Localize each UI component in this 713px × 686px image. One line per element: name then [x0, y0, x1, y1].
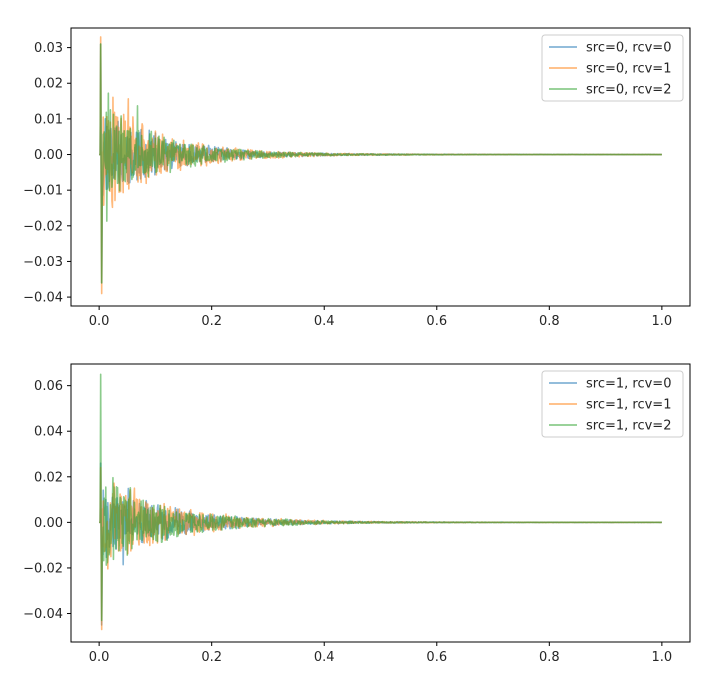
bottom-y-tick-label: 0.06: [34, 379, 63, 394]
top-axes-frame: [70, 27, 691, 307]
top-y-tick-label: 0.02: [34, 77, 63, 92]
top-x-axis: 0.0 0.2 0.4 0.6 0.8 1.0: [89, 306, 672, 329]
bottom-series-line-2: [98, 373, 663, 622]
bottom-y-tick-label: −0.04: [23, 607, 63, 622]
top-y-axis: 0.03 0.02 0.01 0.00 −0.01 −0.02 −0.03 −0.04: [23, 41, 71, 306]
top-x-tick-label: 0.4: [314, 314, 335, 329]
bottom-chart: 0.0 0.2 0.4 0.6 0.8 1.0 0.06 0.04 0.02 0.00 −0.02…: [23, 363, 691, 665]
top-y-tick-label: 0.00: [34, 148, 63, 163]
bottom-legend: src=1, rcv=0 src=1, rcv=1 src=1, rcv=2: [541, 370, 684, 438]
bottom-y-tick-label: −0.02: [23, 561, 63, 576]
top-legend-box: [541, 34, 684, 102]
top-y-tick-label: −0.04: [23, 291, 63, 306]
bottom-legend-box: [541, 370, 684, 438]
top-x-tick-label: 0.0: [89, 314, 110, 329]
bottom-plot-area: [98, 373, 663, 631]
bottom-y-tick-label: 0.00: [34, 516, 63, 531]
bottom-axes-frame: [70, 363, 691, 643]
top-y-tick-label: −0.01: [23, 184, 63, 199]
top-y-tick-label: 0.01: [34, 112, 63, 127]
bottom-legend-label-2: src=1, rcv=2: [586, 419, 671, 434]
bottom-legend-label-0: src=1, rcv=0: [586, 377, 671, 392]
top-legend-label-2: src=0, rcv=2: [586, 83, 671, 98]
bottom-x-axis: 0.0 0.2 0.4 0.6 0.8 1.0: [89, 642, 672, 665]
top-chart: 0.0 0.2 0.4 0.6 0.8 1.0 0.03 0.02 0.01 0.00 −0.01…: [23, 27, 691, 329]
top-x-tick-label: 0.6: [426, 314, 447, 329]
top-legend-label-1: src=0, rcv=1: [586, 62, 671, 77]
top-y-tick-label: −0.03: [23, 255, 63, 270]
bottom-x-tick-label: 0.0: [89, 650, 110, 665]
top-legend: src=0, rcv=0 src=0, rcv=1 src=0, rcv=2: [541, 34, 684, 102]
top-legend-label-0: src=0, rcv=0: [586, 41, 671, 56]
bottom-x-tick-label: 0.2: [201, 650, 222, 665]
bottom-x-tick-label: 0.4: [314, 650, 335, 665]
bottom-legend-label-1: src=1, rcv=1: [586, 398, 671, 413]
bottom-y-axis: 0.06 0.04 0.02 0.00 −0.02 −0.04: [23, 379, 71, 622]
top-x-tick-label: 0.2: [201, 314, 222, 329]
top-y-tick-label: −0.02: [23, 219, 63, 234]
bottom-y-tick-label: 0.02: [34, 470, 63, 485]
top-x-tick-label: 1.0: [652, 314, 673, 329]
bottom-x-tick-label: 0.8: [539, 650, 560, 665]
bottom-x-tick-label: 1.0: [652, 650, 673, 665]
bottom-y-tick-label: 0.04: [34, 425, 63, 440]
top-plot-area: [98, 36, 663, 295]
bottom-x-tick-label: 0.6: [426, 650, 447, 665]
top-y-tick-label: 0.03: [34, 41, 63, 56]
top-x-tick-label: 0.8: [539, 314, 560, 329]
top-series-line-2: [98, 43, 663, 284]
